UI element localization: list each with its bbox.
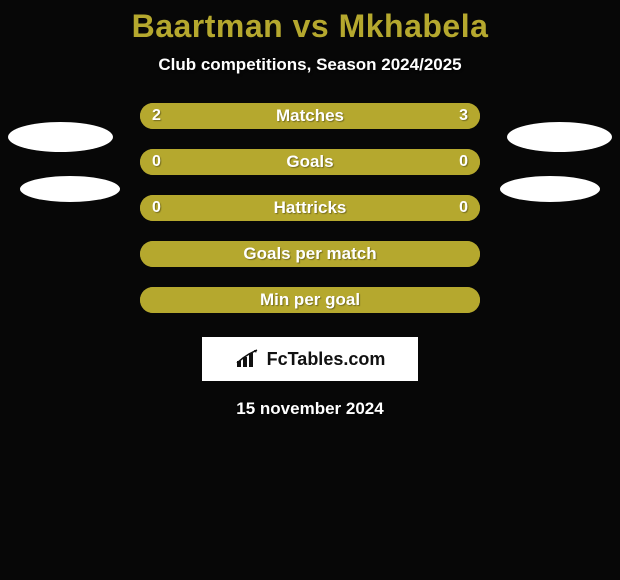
date-line: 15 november 2024 <box>0 399 620 419</box>
stat-value-right: 3 <box>459 103 468 129</box>
stat-label: Goals <box>286 149 333 175</box>
stat-label: Hattricks <box>274 195 347 221</box>
stat-bar: 2 3 Matches <box>140 103 480 129</box>
decor-ellipse-right-1 <box>507 122 612 152</box>
stat-value-left: 0 <box>152 195 161 221</box>
comparison-card: Baartman vs Mkhabela Club competitions, … <box>0 0 620 580</box>
logo-text: FcTables.com <box>267 349 386 370</box>
stat-value-left: 0 <box>152 149 161 175</box>
stat-label: Min per goal <box>260 287 360 313</box>
chart-icon <box>235 349 261 369</box>
stat-label: Goals per match <box>243 241 376 267</box>
stat-bar-right-fill <box>310 149 480 175</box>
stat-bar-left-fill <box>140 149 310 175</box>
decor-ellipse-left-2 <box>20 176 120 202</box>
stat-value-right: 0 <box>459 149 468 175</box>
logo-box: FcTables.com <box>202 337 418 381</box>
stat-bar: 0 0 Goals <box>140 149 480 175</box>
stat-bar: 0 0 Hattricks <box>140 195 480 221</box>
page-title: Baartman vs Mkhabela <box>0 0 620 45</box>
stat-value-right: 0 <box>459 195 468 221</box>
page-subtitle: Club competitions, Season 2024/2025 <box>0 55 620 75</box>
stat-bar: Min per goal <box>140 287 480 313</box>
stat-label: Matches <box>276 103 344 129</box>
stat-bar: Goals per match <box>140 241 480 267</box>
decor-ellipse-left-1 <box>8 122 113 152</box>
stat-value-left: 2 <box>152 103 161 129</box>
decor-ellipse-right-2 <box>500 176 600 202</box>
